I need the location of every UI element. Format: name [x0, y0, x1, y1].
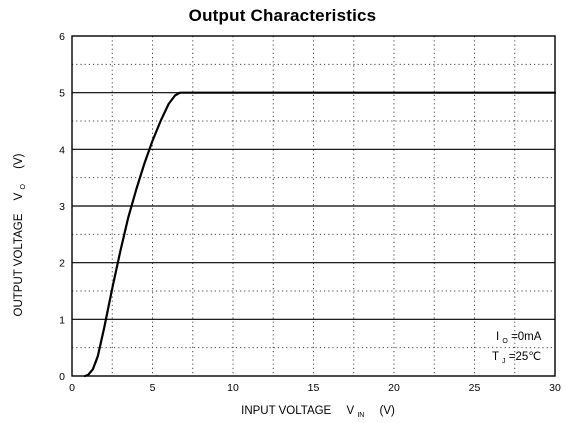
y-tick-label: 2: [59, 258, 65, 270]
annotation-temperature-subscript: J: [502, 358, 506, 365]
annotation-temperature-symbol: T: [492, 351, 499, 363]
x-tick-label: 0: [69, 382, 75, 394]
x-axis-unit: (V): [380, 405, 396, 417]
y-axis-symbol: V: [13, 192, 25, 200]
x-axis-symbol: V: [346, 405, 354, 417]
y-tick-label: 4: [59, 144, 65, 156]
y-axis-label: OUTPUT VOLTAGE: [13, 213, 25, 316]
y-tick-labels: 0 1 2 3 4 5 6: [59, 31, 65, 383]
conditions-annotation: I O =0mA T J =25℃: [492, 331, 542, 366]
x-tick-label: 5: [150, 382, 156, 394]
chart-title: Output Characteristics: [188, 6, 377, 25]
plot-border: [71, 35, 556, 377]
series-line: [83, 91, 557, 378]
y-tick-label: 5: [59, 88, 65, 100]
y-tick-label: 0: [59, 371, 65, 383]
y-axis-subscript: O: [20, 184, 27, 190]
x-axis-title: INPUT VOLTAGE V IN (V): [241, 405, 395, 420]
y-tick-label: 6: [59, 31, 65, 43]
plot-frame: [71, 35, 556, 377]
svg-text:OUTPUT VOLTAGE V: OUTPUT VOLTAGE V O (V): [13, 153, 28, 316]
annotation-current-symbol: I: [496, 331, 499, 343]
x-tick-label: 30: [549, 382, 561, 394]
x-axis-label: INPUT VOLTAGE: [241, 405, 331, 417]
annotation-current: I O =0mA: [496, 331, 542, 346]
x-axis-subscript: IN: [357, 412, 364, 419]
major-grid: [72, 92, 555, 320]
minor-grid: [72, 36, 555, 376]
x-tick-label: 25: [469, 382, 481, 394]
x-tick-label: 20: [388, 382, 400, 394]
annotation-current-subscript: O: [502, 338, 508, 345]
y-tick-label: 3: [59, 201, 65, 213]
x-tick-label: 10: [227, 382, 239, 394]
annotation-temperature: T J =25℃: [492, 351, 541, 366]
y-tick-label: 1: [59, 314, 65, 326]
x-tick-labels: 0 5 10 15 20 25 30: [69, 382, 561, 394]
y-axis-title: OUTPUT VOLTAGE V O (V): [13, 153, 28, 316]
series-layer: [83, 91, 557, 378]
annotation-temperature-value: =25℃: [509, 351, 542, 363]
x-tick-label: 15: [308, 382, 320, 394]
annotation-current-value: =0mA: [511, 331, 542, 343]
y-axis-unit: (V): [13, 153, 25, 169]
